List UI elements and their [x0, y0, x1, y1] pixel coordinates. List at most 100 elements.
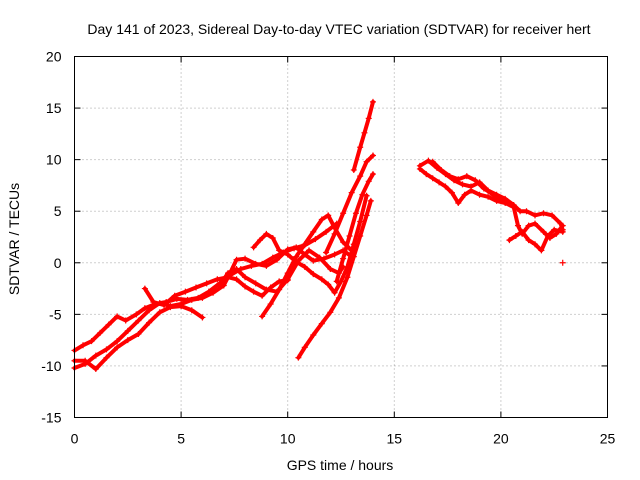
series-track-11 — [350, 98, 376, 173]
data-point-marker — [323, 249, 330, 256]
data-point-marker — [242, 255, 249, 262]
data-point-marker — [316, 254, 323, 261]
data-point-marker — [363, 158, 370, 165]
data-point-marker — [476, 191, 483, 198]
data-point-marker — [350, 253, 357, 260]
data-point-marker — [446, 173, 453, 180]
data-point-marker — [178, 303, 185, 310]
y-tick-label: 0 — [54, 255, 62, 271]
grid — [74, 56, 608, 418]
data-point-marker — [340, 255, 347, 262]
data-point-marker — [105, 321, 112, 328]
x-tick-label: 10 — [280, 431, 296, 447]
data-point-marker — [233, 265, 240, 272]
data-point-marker — [276, 247, 283, 254]
data-point-marker — [310, 331, 317, 338]
series-line — [417, 166, 565, 240]
data-point-marker — [455, 176, 462, 183]
data-point-marker — [250, 288, 257, 295]
data-point-marker — [472, 177, 479, 184]
data-point-marker — [549, 212, 556, 219]
series-track-10 — [323, 152, 376, 256]
chart-title: Day 141 of 2023, Sidereal Day-to-day VTE… — [87, 21, 590, 37]
data-point-marker — [423, 171, 430, 178]
data-point-marker — [256, 237, 263, 244]
data-point-marker — [293, 244, 300, 251]
data-point-marker — [459, 181, 466, 188]
data-point-marker — [233, 276, 240, 283]
y-tick-label: -10 — [41, 358, 61, 374]
data-point-marker — [161, 302, 168, 309]
data-point-marker — [135, 317, 142, 324]
data-point-marker — [301, 241, 308, 248]
x-tick-label: 20 — [493, 431, 509, 447]
data-point-marker — [276, 278, 283, 285]
data-point-marker — [540, 228, 547, 235]
data-point-marker — [318, 216, 325, 223]
data-point-marker — [193, 284, 200, 291]
data-point-marker — [331, 230, 338, 237]
data-point-marker — [540, 210, 547, 217]
data-point-marker — [310, 228, 317, 235]
data-point-marker — [352, 210, 359, 217]
data-point-marker — [340, 210, 347, 217]
data-point-marker — [167, 304, 174, 311]
data-point-marker — [114, 313, 121, 320]
data-point-marker — [242, 283, 249, 290]
plot-frame — [74, 56, 608, 418]
y-tick-label: 5 — [54, 203, 62, 219]
data-point-marker — [250, 244, 257, 251]
series-track-2 — [71, 244, 355, 371]
data-point-marker — [363, 192, 370, 199]
data-point-marker — [559, 259, 566, 266]
data-point-marker — [344, 274, 351, 281]
y-axis-label: SDTVAR / TECUs — [6, 183, 22, 295]
data-point-marker — [293, 253, 300, 260]
data-point-marker — [361, 129, 368, 136]
data-point-marker — [92, 352, 99, 359]
data-point-marker — [301, 344, 308, 351]
data-point-marker — [438, 166, 445, 173]
data-point-marker — [455, 199, 462, 206]
data-point-marker — [188, 307, 195, 314]
data-point-marker — [141, 305, 148, 312]
data-point-marker — [284, 276, 291, 283]
data-point-marker — [182, 288, 189, 295]
data-point-marker — [559, 228, 566, 235]
data-point-marker — [357, 232, 364, 239]
data-point-marker — [551, 226, 558, 233]
data-point-marker — [263, 286, 270, 293]
data-point-marker — [188, 296, 195, 303]
y-tick-label: 10 — [46, 152, 62, 168]
data-point-marker — [327, 265, 334, 272]
series-track-8 — [295, 197, 374, 361]
data-point-marker — [103, 346, 110, 353]
data-point-marker — [203, 280, 210, 287]
data-point-marker — [442, 183, 449, 190]
data-point-marker — [448, 189, 455, 196]
series-line — [217, 248, 346, 294]
data-point-marker — [525, 222, 532, 229]
data-point-marker — [429, 175, 436, 182]
data-point-marker — [80, 342, 87, 349]
data-point-marker — [463, 173, 470, 180]
y-tick-label: 15 — [46, 100, 62, 116]
data-point-marker — [367, 197, 374, 204]
series-track-14 — [506, 226, 566, 254]
data-point-marker — [274, 288, 281, 295]
data-point-marker — [369, 152, 376, 159]
data-point-marker — [532, 241, 539, 248]
data-point-marker — [327, 309, 334, 316]
data-point-marker — [259, 292, 266, 299]
data-point-marker — [267, 301, 274, 308]
plot-series — [71, 98, 566, 373]
data-point-marker — [532, 220, 539, 227]
data-point-marker — [357, 144, 364, 151]
data-point-marker — [284, 251, 291, 258]
data-point-marker — [284, 246, 291, 253]
series-line — [430, 159, 505, 203]
data-point-marker — [436, 179, 443, 186]
data-point-marker — [146, 319, 153, 326]
series-track-7 — [250, 192, 370, 296]
